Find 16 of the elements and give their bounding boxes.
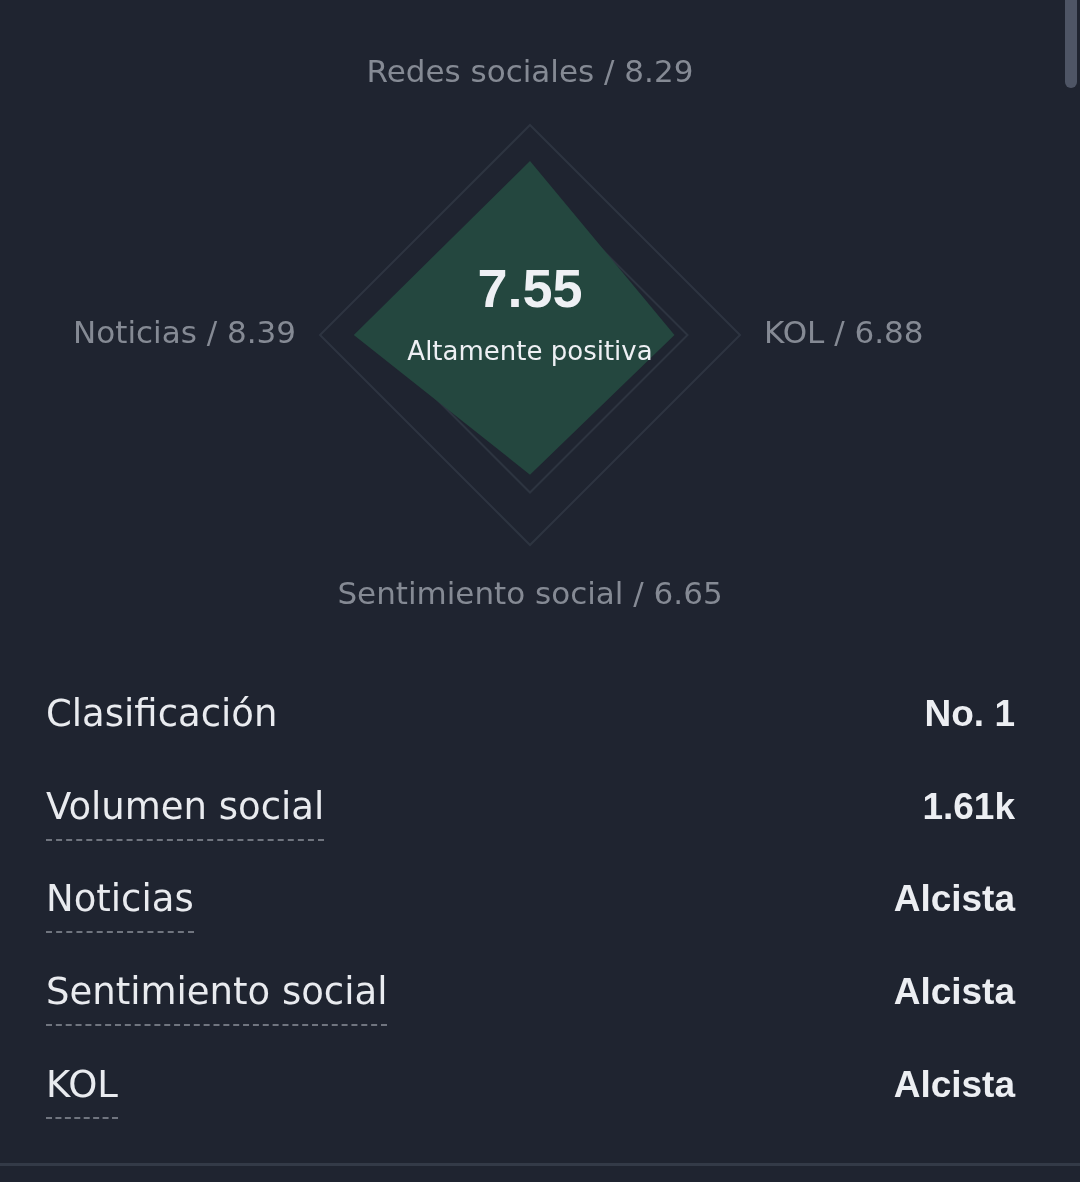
text: Clasificación [46, 691, 278, 737]
text: Alcista [893, 877, 1015, 922]
text: 7.55 [477, 257, 583, 318]
text: No. 1 [924, 692, 1015, 736]
text: KOL [46, 1060, 118, 1119]
spoke-label: Noticias / 8.39 [73, 314, 296, 351]
text: 1.61k [922, 784, 1015, 829]
spoke-label: KOL / 6.88 [764, 314, 924, 351]
text: Alcista [893, 970, 1015, 1015]
text: Volumen social [46, 782, 325, 841]
spoke-label: Sentimiento social / 6.65 [337, 575, 723, 612]
text: Sentimiento social [46, 968, 388, 1027]
text: Altamente positiva [407, 335, 653, 366]
text: Noticias [46, 875, 194, 934]
text: Alcista [893, 1062, 1015, 1107]
spoke-label: Redes sociales / 8.29 [366, 53, 694, 90]
